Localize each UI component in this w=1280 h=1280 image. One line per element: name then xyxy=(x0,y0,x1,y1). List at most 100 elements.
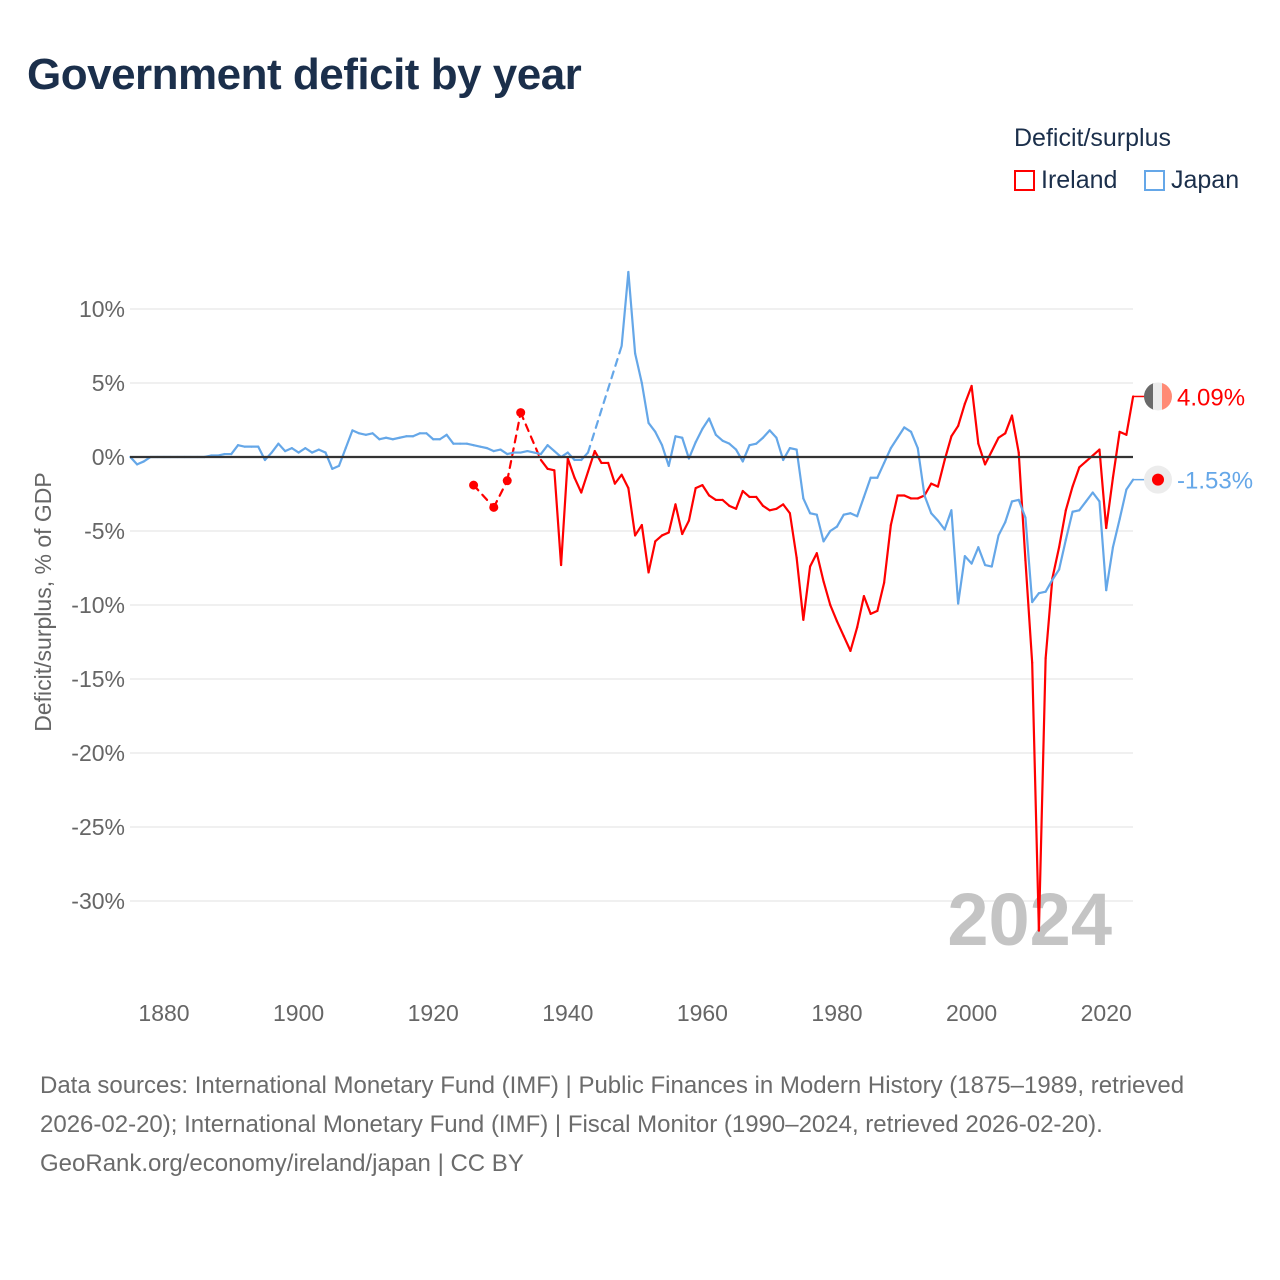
credit-link[interactable]: GeoRank.org/economy/ireland/japan | CC B… xyxy=(40,1150,524,1177)
japan-line-segment xyxy=(546,444,556,453)
japan-line-segment xyxy=(277,442,287,453)
ireland-line-segment xyxy=(687,486,697,522)
japan-line-segment xyxy=(1031,592,1041,604)
ireland-line-segment xyxy=(734,489,744,510)
ireland-line-segment xyxy=(1024,559,1034,664)
japan-line-segment xyxy=(808,512,818,516)
japan-line-segment xyxy=(674,435,684,439)
japan-line-segment xyxy=(782,447,791,462)
japan-line-segment xyxy=(1010,498,1020,503)
ireland-line-segment xyxy=(957,402,966,428)
ireland-data-point xyxy=(502,476,512,486)
japan-line-segment xyxy=(492,448,502,453)
ireland-line-segment xyxy=(802,565,812,621)
ireland-line-segment xyxy=(1037,657,1047,932)
japan-line-segment xyxy=(957,555,966,605)
ireland-line-segment xyxy=(654,534,664,543)
japan-line-segment xyxy=(943,509,953,531)
ireland-line-segment xyxy=(788,512,798,559)
japan-line-segment xyxy=(903,426,913,433)
ireland-line-segment xyxy=(708,494,717,502)
ireland-line-segment xyxy=(815,552,825,583)
ireland-line-segment xyxy=(782,503,791,515)
legend-item-ireland[interactable]: Ireland xyxy=(1014,166,1117,195)
ireland-line-segment xyxy=(795,556,805,621)
ireland-line-segment xyxy=(842,634,852,652)
ireland-line-segment xyxy=(876,581,886,613)
japan-line-segment xyxy=(667,435,677,467)
ireland-data-point xyxy=(469,480,479,490)
japan-line-segment xyxy=(236,444,246,448)
japan-line-segment xyxy=(1037,590,1047,595)
japan-line-segment xyxy=(1118,488,1128,521)
japan-line-segment xyxy=(687,441,697,460)
japan-line-segment xyxy=(472,444,482,448)
japan-end-label: -1.53% xyxy=(1177,468,1253,495)
japan-line-segment xyxy=(883,447,892,465)
y-tick-label: -10% xyxy=(71,592,125,618)
japan-line-segment xyxy=(889,436,899,450)
japan-line-segment xyxy=(324,451,334,470)
x-tick-label: 2020 xyxy=(1081,1000,1132,1026)
ireland-line-segment xyxy=(822,580,832,607)
legend-swatch-ireland xyxy=(1014,170,1035,191)
japan-line-segment xyxy=(1125,478,1135,491)
x-tick-label: 1900 xyxy=(273,1000,324,1026)
japan-line-segment xyxy=(923,494,933,515)
japan-dashed-segment xyxy=(586,344,623,454)
japan-line-segment xyxy=(620,270,630,348)
japan-line-segment xyxy=(654,430,664,447)
ireland-line-segment xyxy=(977,442,987,466)
ireland-line-segment xyxy=(835,620,845,638)
ireland-line-segment xyxy=(553,469,563,567)
japan-line-segment xyxy=(815,513,825,543)
ireland-line-segment xyxy=(1125,395,1135,436)
ireland-line-segment xyxy=(849,626,859,652)
footer: Data sources: International Monetary Fun… xyxy=(40,1066,1240,1183)
japan-line-segment xyxy=(681,436,691,460)
japan-line-segment xyxy=(856,495,866,518)
japan-line-segment xyxy=(1105,546,1115,592)
japan-line-segment xyxy=(425,432,435,441)
ireland-line-segment xyxy=(674,503,684,536)
japan-line-segment xyxy=(734,448,744,463)
year-watermark: 2024 xyxy=(947,878,1112,961)
japan-line-segment xyxy=(741,444,751,463)
japan-line-segment xyxy=(533,451,542,456)
japan-line-segment xyxy=(1004,500,1014,524)
ireland-line-segment xyxy=(856,595,866,629)
ireland-line-segment xyxy=(613,473,623,485)
ireland-data-point xyxy=(489,502,499,512)
japan-line-segment xyxy=(331,464,341,470)
japan-line-segment xyxy=(721,439,731,445)
japan-line-segment xyxy=(230,444,240,456)
ireland-line-segment xyxy=(580,470,590,494)
ireland-line-segment xyxy=(1031,661,1041,932)
legend-swatch-japan xyxy=(1144,170,1165,191)
y-tick-label: 5% xyxy=(92,370,125,396)
japan-line-segment xyxy=(445,433,455,445)
ireland-line-segment xyxy=(741,489,751,499)
japan-line-segment xyxy=(748,442,758,447)
japan-line-segment xyxy=(364,432,374,436)
ireland-line-segment xyxy=(916,494,926,500)
ireland-line-segment xyxy=(963,384,973,405)
japan-line-segment xyxy=(1111,518,1121,549)
ireland-end-label: 4.09% xyxy=(1177,384,1245,411)
flag-stripe xyxy=(1153,382,1163,411)
japan-line-segment xyxy=(358,432,367,436)
ireland-line-segment xyxy=(647,540,657,574)
legend-item-japan[interactable]: Japan xyxy=(1144,166,1239,195)
ireland-line-segment xyxy=(607,461,617,485)
japan-line-segment xyxy=(876,461,886,479)
japan-line-segment xyxy=(660,444,670,467)
ireland-line-segment xyxy=(883,523,892,584)
japan-flag-dot-icon xyxy=(1152,473,1164,486)
ireland-line-segment xyxy=(1064,485,1074,512)
ireland-line-segment xyxy=(1091,448,1101,457)
flag-stripe xyxy=(1144,382,1154,411)
ireland-line-segment xyxy=(728,504,738,510)
ireland-line-segment xyxy=(936,458,946,488)
ireland-line-segment xyxy=(546,467,556,472)
